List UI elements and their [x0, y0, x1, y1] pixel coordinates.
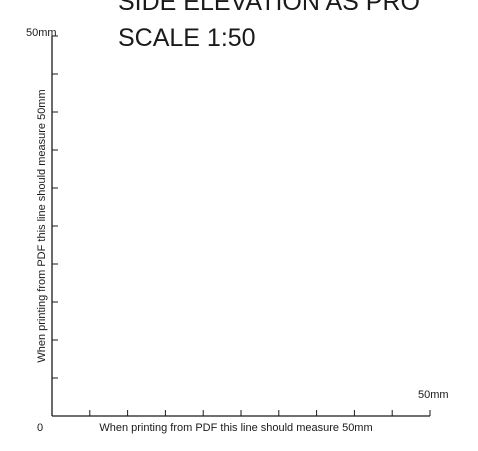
vertical-scale-top-label: 50mm — [26, 27, 57, 39]
vertical-scale-bar: 50mm When printing from PDF this line sh… — [26, 27, 58, 416]
horizontal-scale-origin-label: 0 — [37, 422, 43, 434]
horizontal-scale-ticks — [89, 410, 431, 416]
horizontal-scale-bar: 0 When printing from PDF this line shoul… — [37, 389, 449, 434]
vertical-scale-caption: When printing from PDF this line should … — [36, 89, 48, 362]
scale-label: SCALE 1:50 — [118, 24, 256, 52]
horizontal-scale-caption: When printing from PDF this line should … — [99, 422, 372, 434]
drawing-title: SIDE ELEVATION AS PRO — [118, 0, 420, 16]
horizontal-scale-end-label: 50mm — [418, 389, 449, 401]
vertical-scale-ticks — [52, 35, 58, 379]
